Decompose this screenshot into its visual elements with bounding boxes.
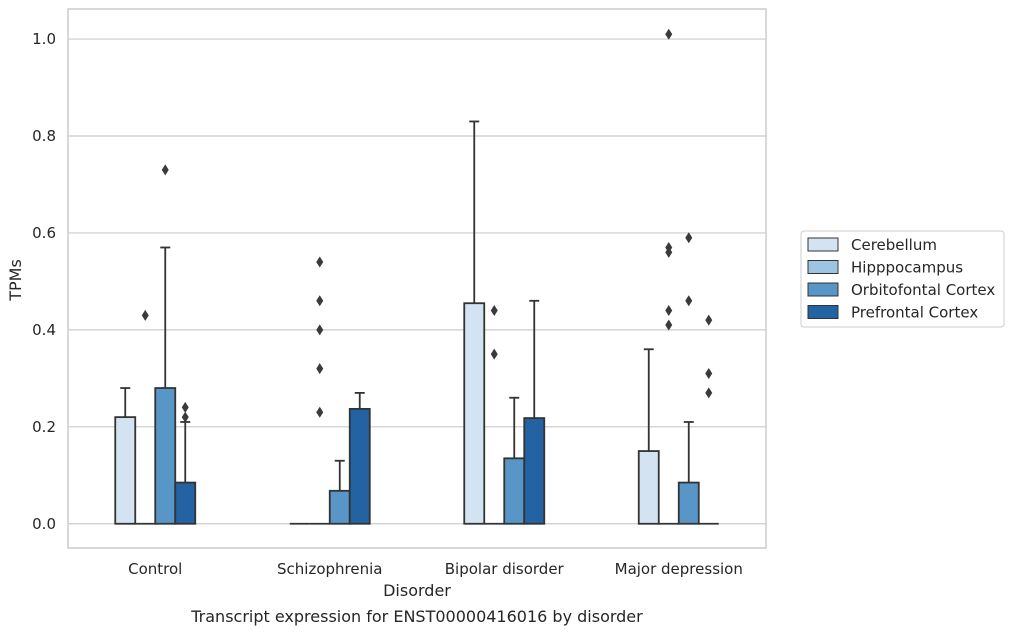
legend-swatch	[807, 237, 839, 252]
y-tick-label: 1.0	[32, 30, 56, 48]
outlier-point	[665, 28, 673, 40]
legend-swatch	[807, 282, 839, 297]
legend: Cerebellum Hipppocampus Orbitofontal Corte…	[800, 230, 1005, 328]
y-tick-label: 0.0	[32, 515, 56, 533]
y-tick-label: 0.8	[32, 127, 56, 145]
outlier-point	[316, 295, 324, 307]
bar	[523, 417, 546, 525]
y-tick-label: 0.6	[32, 224, 56, 242]
legend-label: Hipppocampus	[851, 259, 963, 277]
plot-frame	[67, 8, 767, 549]
x-tick-label: Major depression	[615, 560, 743, 578]
outlier-point	[316, 406, 324, 418]
outlier-point	[685, 295, 693, 307]
x-tick-label: Control	[128, 560, 182, 578]
outlier-point	[141, 309, 149, 321]
outlier-point	[316, 363, 324, 375]
bar	[677, 481, 700, 525]
legend-label: Cerebellum	[851, 236, 937, 254]
outlier-point	[161, 164, 169, 176]
y-axis: 0.0 0.2 0.4 0.6 0.8 1.0	[32, 30, 56, 533]
outlier-point	[705, 387, 713, 399]
x-axis: Control Schizophrenia Bipolar disorder Majo…	[128, 560, 743, 578]
bar	[503, 457, 526, 525]
x-tick-label: Bipolar disorder	[445, 560, 565, 578]
chart-caption: Transcript expression for ENST0000041601…	[190, 607, 643, 626]
outlier-point	[181, 411, 189, 423]
outlier-point	[316, 324, 324, 336]
bar	[174, 481, 197, 525]
y-tick-label: 0.4	[32, 321, 56, 339]
outlier-point	[705, 314, 713, 326]
legend-swatch	[807, 260, 839, 274]
bar	[154, 387, 177, 525]
outlier-point	[705, 368, 713, 380]
bar	[463, 302, 486, 525]
legend-label: Prefrontal Cortex	[851, 304, 978, 322]
bar	[328, 489, 351, 525]
y-tick-label: 0.2	[32, 418, 56, 436]
legend-frame	[800, 230, 1005, 328]
outlier-point	[665, 319, 673, 331]
bar	[114, 416, 137, 525]
bars	[114, 28, 719, 525]
outlier-point	[685, 232, 693, 244]
bar	[637, 450, 660, 525]
outlier-point	[181, 401, 189, 413]
bar	[348, 407, 371, 525]
legend-label: Orbitofontal Cortex	[851, 281, 995, 299]
legend-swatch	[807, 305, 839, 319]
outlier-point	[490, 304, 498, 316]
outlier-point	[665, 241, 673, 253]
x-axis-title: Disorder	[383, 581, 451, 600]
x-tick-label: Schizophrenia	[277, 560, 382, 578]
outlier-point	[490, 348, 498, 360]
outlier-point	[665, 304, 673, 316]
outlier-point	[316, 256, 324, 268]
y-axis-title: TPMs	[6, 259, 25, 302]
